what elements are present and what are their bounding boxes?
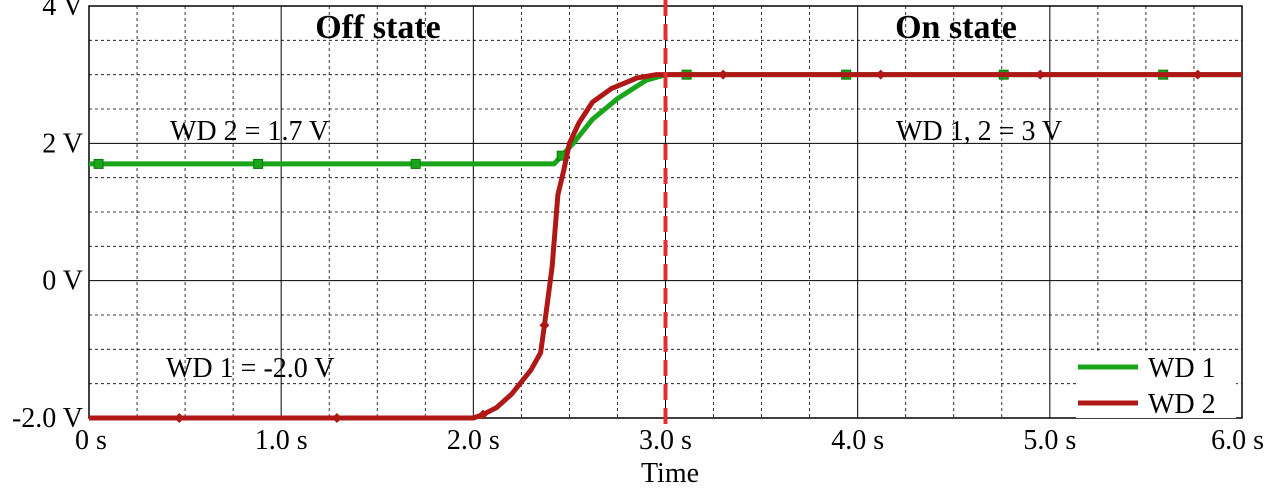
legend-label-wd2: WD 2 xyxy=(1148,389,1216,420)
marker-wd2 xyxy=(174,413,185,423)
marker-wd2 xyxy=(331,413,342,423)
x-tick-label: 0 s xyxy=(75,425,107,456)
marker-wd2 xyxy=(477,409,488,420)
x-axis-label: Time xyxy=(641,458,699,489)
wd2-off-annotation: WD 2 = 1.7 V xyxy=(170,116,329,147)
x-axis-ticks: 0 s 1.0 s 2.0 s 3.0 s 4.0 s 5.0 s 6.0 s xyxy=(75,425,1264,456)
marker-wd1 xyxy=(93,158,104,169)
series-layer xyxy=(89,69,1242,423)
x-tick-label: 1.0 s xyxy=(255,425,308,456)
y-tick-label: -2.0 V xyxy=(12,403,83,434)
x-tick-label: 6.0 s xyxy=(1211,425,1264,456)
y-axis-ticks: 4 V 2 V 0 V -2.0 V xyxy=(12,0,83,434)
marker-wd1 xyxy=(253,158,264,169)
marker-wd2 xyxy=(718,69,729,80)
marker-wd2 xyxy=(1035,69,1046,80)
wd-on-annotation: WD 1, 2 = 3 V xyxy=(896,116,1062,147)
y-tick-label: 0 V xyxy=(42,266,83,297)
y-tick-label: 4 V xyxy=(42,0,83,22)
off-state-label: Off state xyxy=(315,9,441,46)
legend-label-wd1: WD 1 xyxy=(1148,353,1216,384)
x-tick-label: 4.0 s xyxy=(831,425,884,456)
x-tick-label: 2.0 s xyxy=(447,425,500,456)
x-tick-label: 5.0 s xyxy=(1023,425,1076,456)
y-tick-label: 2 V xyxy=(42,128,83,159)
legend: WD 1 WD 2 xyxy=(1076,352,1236,420)
x-tick-label: 3.0 s xyxy=(639,425,692,456)
legend-background xyxy=(1076,352,1236,418)
marker-wd2 xyxy=(1192,69,1203,80)
marker-wd1 xyxy=(410,158,421,169)
marker-wd2 xyxy=(875,69,886,80)
wd1-off-annotation: WD 1 = -2.0 V xyxy=(166,353,334,384)
marker-wd2 xyxy=(539,320,550,331)
on-state-label: On state xyxy=(895,9,1017,46)
